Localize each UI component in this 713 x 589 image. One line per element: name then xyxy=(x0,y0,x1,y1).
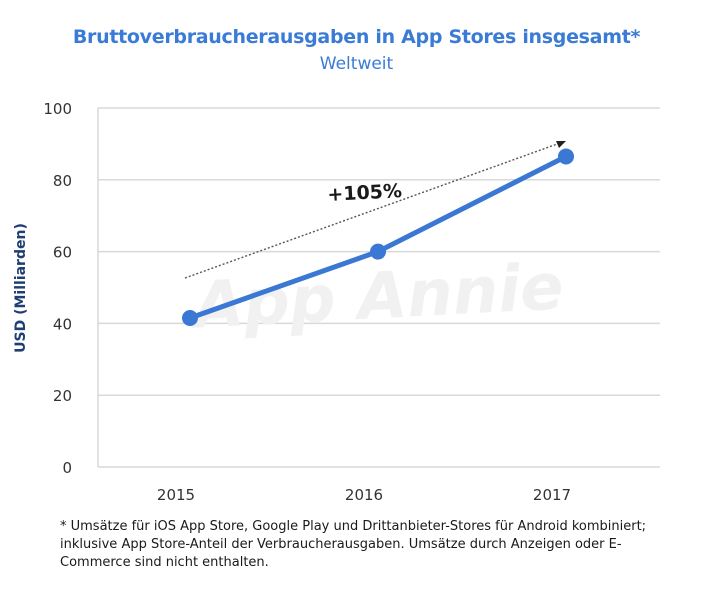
data-point-2017 xyxy=(558,148,574,165)
x-tick-label: 2016 xyxy=(345,486,383,504)
data-point-2015 xyxy=(182,310,198,327)
y-tick-label: 80 xyxy=(53,172,72,190)
trend-arrowhead xyxy=(556,141,566,148)
growth-annotation: +105% xyxy=(327,180,403,206)
y-tick-label: 40 xyxy=(53,315,72,333)
y-tick-label: 0 xyxy=(62,459,72,477)
y-tick-label: 20 xyxy=(53,387,72,405)
x-tick-label: 2017 xyxy=(533,486,571,504)
y-axis-label: USD (Milliarden) xyxy=(13,223,29,353)
x-tick-labels: 2015 2016 2017 xyxy=(157,486,571,504)
data-point-2016 xyxy=(370,243,386,260)
y-tick-label: 100 xyxy=(43,100,72,118)
trend-arrow xyxy=(184,141,566,279)
footnote: * Umsätze für iOS App Store, Google Play… xyxy=(60,519,647,570)
y-tick-labels: 0 20 40 60 80 100 xyxy=(43,100,72,477)
chart-title: Bruttoverbraucherausgaben in App Stores … xyxy=(72,26,641,48)
y-tick-label: 60 xyxy=(53,244,72,262)
chart-subtitle: Weltweit xyxy=(319,54,394,74)
series-line xyxy=(182,148,574,327)
trend-line xyxy=(184,142,561,279)
x-tick-label: 2015 xyxy=(157,486,195,504)
